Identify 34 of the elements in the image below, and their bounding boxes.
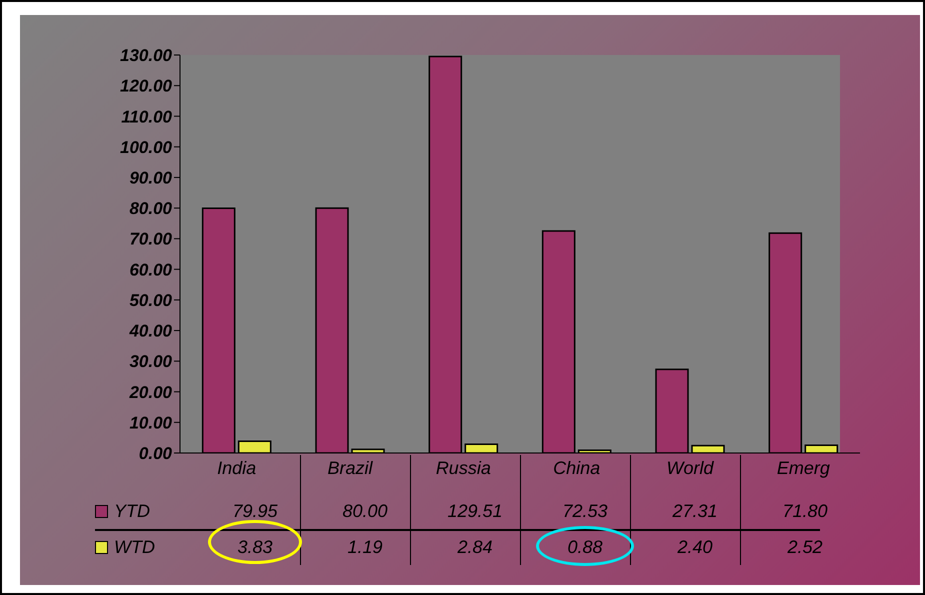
y-tick-label: 30.00 [129, 352, 173, 372]
data-label: 0.88 [566, 537, 604, 558]
y-tick-label: 0.00 [138, 444, 173, 464]
y-tick-label: 130.00 [120, 46, 173, 66]
y-tick-label: 50.00 [129, 290, 173, 310]
y-tick-label: 60.00 [129, 260, 173, 280]
legend-label: WTD [114, 537, 155, 558]
data-label: 2.84 [456, 537, 494, 558]
data-label: 2.40 [676, 537, 714, 558]
data-label: 3.83 [236, 537, 274, 558]
y-tick-label: 20.00 [128, 382, 173, 402]
y-tick-label: 90.00 [129, 168, 173, 188]
data-label: 1.19 [346, 537, 384, 558]
y-tick-label: 70.00 [129, 230, 173, 249]
x-tick-label: India [217, 458, 256, 478]
data-label: 72.53 [561, 501, 609, 522]
y-tick-label: 10.00 [129, 413, 173, 432]
data-label: 27.31 [671, 501, 719, 522]
data-label: 2.52 [786, 537, 824, 558]
data-label: 129.51 [446, 501, 504, 522]
x-tick-label: World [666, 458, 714, 478]
x-tick-label: Emerg [776, 458, 830, 478]
x-tick-label: China [553, 458, 600, 478]
data-label: 79.95 [231, 501, 279, 522]
data-label: 71.80 [781, 501, 829, 522]
y-tick-label: 40.00 [128, 322, 173, 341]
data-label: 80.00 [341, 501, 389, 522]
y-tick-label: 80.00 [129, 199, 173, 218]
y-tick-label: 100.00 [120, 138, 173, 157]
y-tick-label: 120.00 [120, 76, 173, 96]
y-tick-label: 110.00 [121, 107, 173, 126]
x-tick-label: Brazil [327, 458, 374, 478]
legend-label: YTD [114, 501, 150, 522]
x-tick-label: Russia [436, 458, 491, 478]
